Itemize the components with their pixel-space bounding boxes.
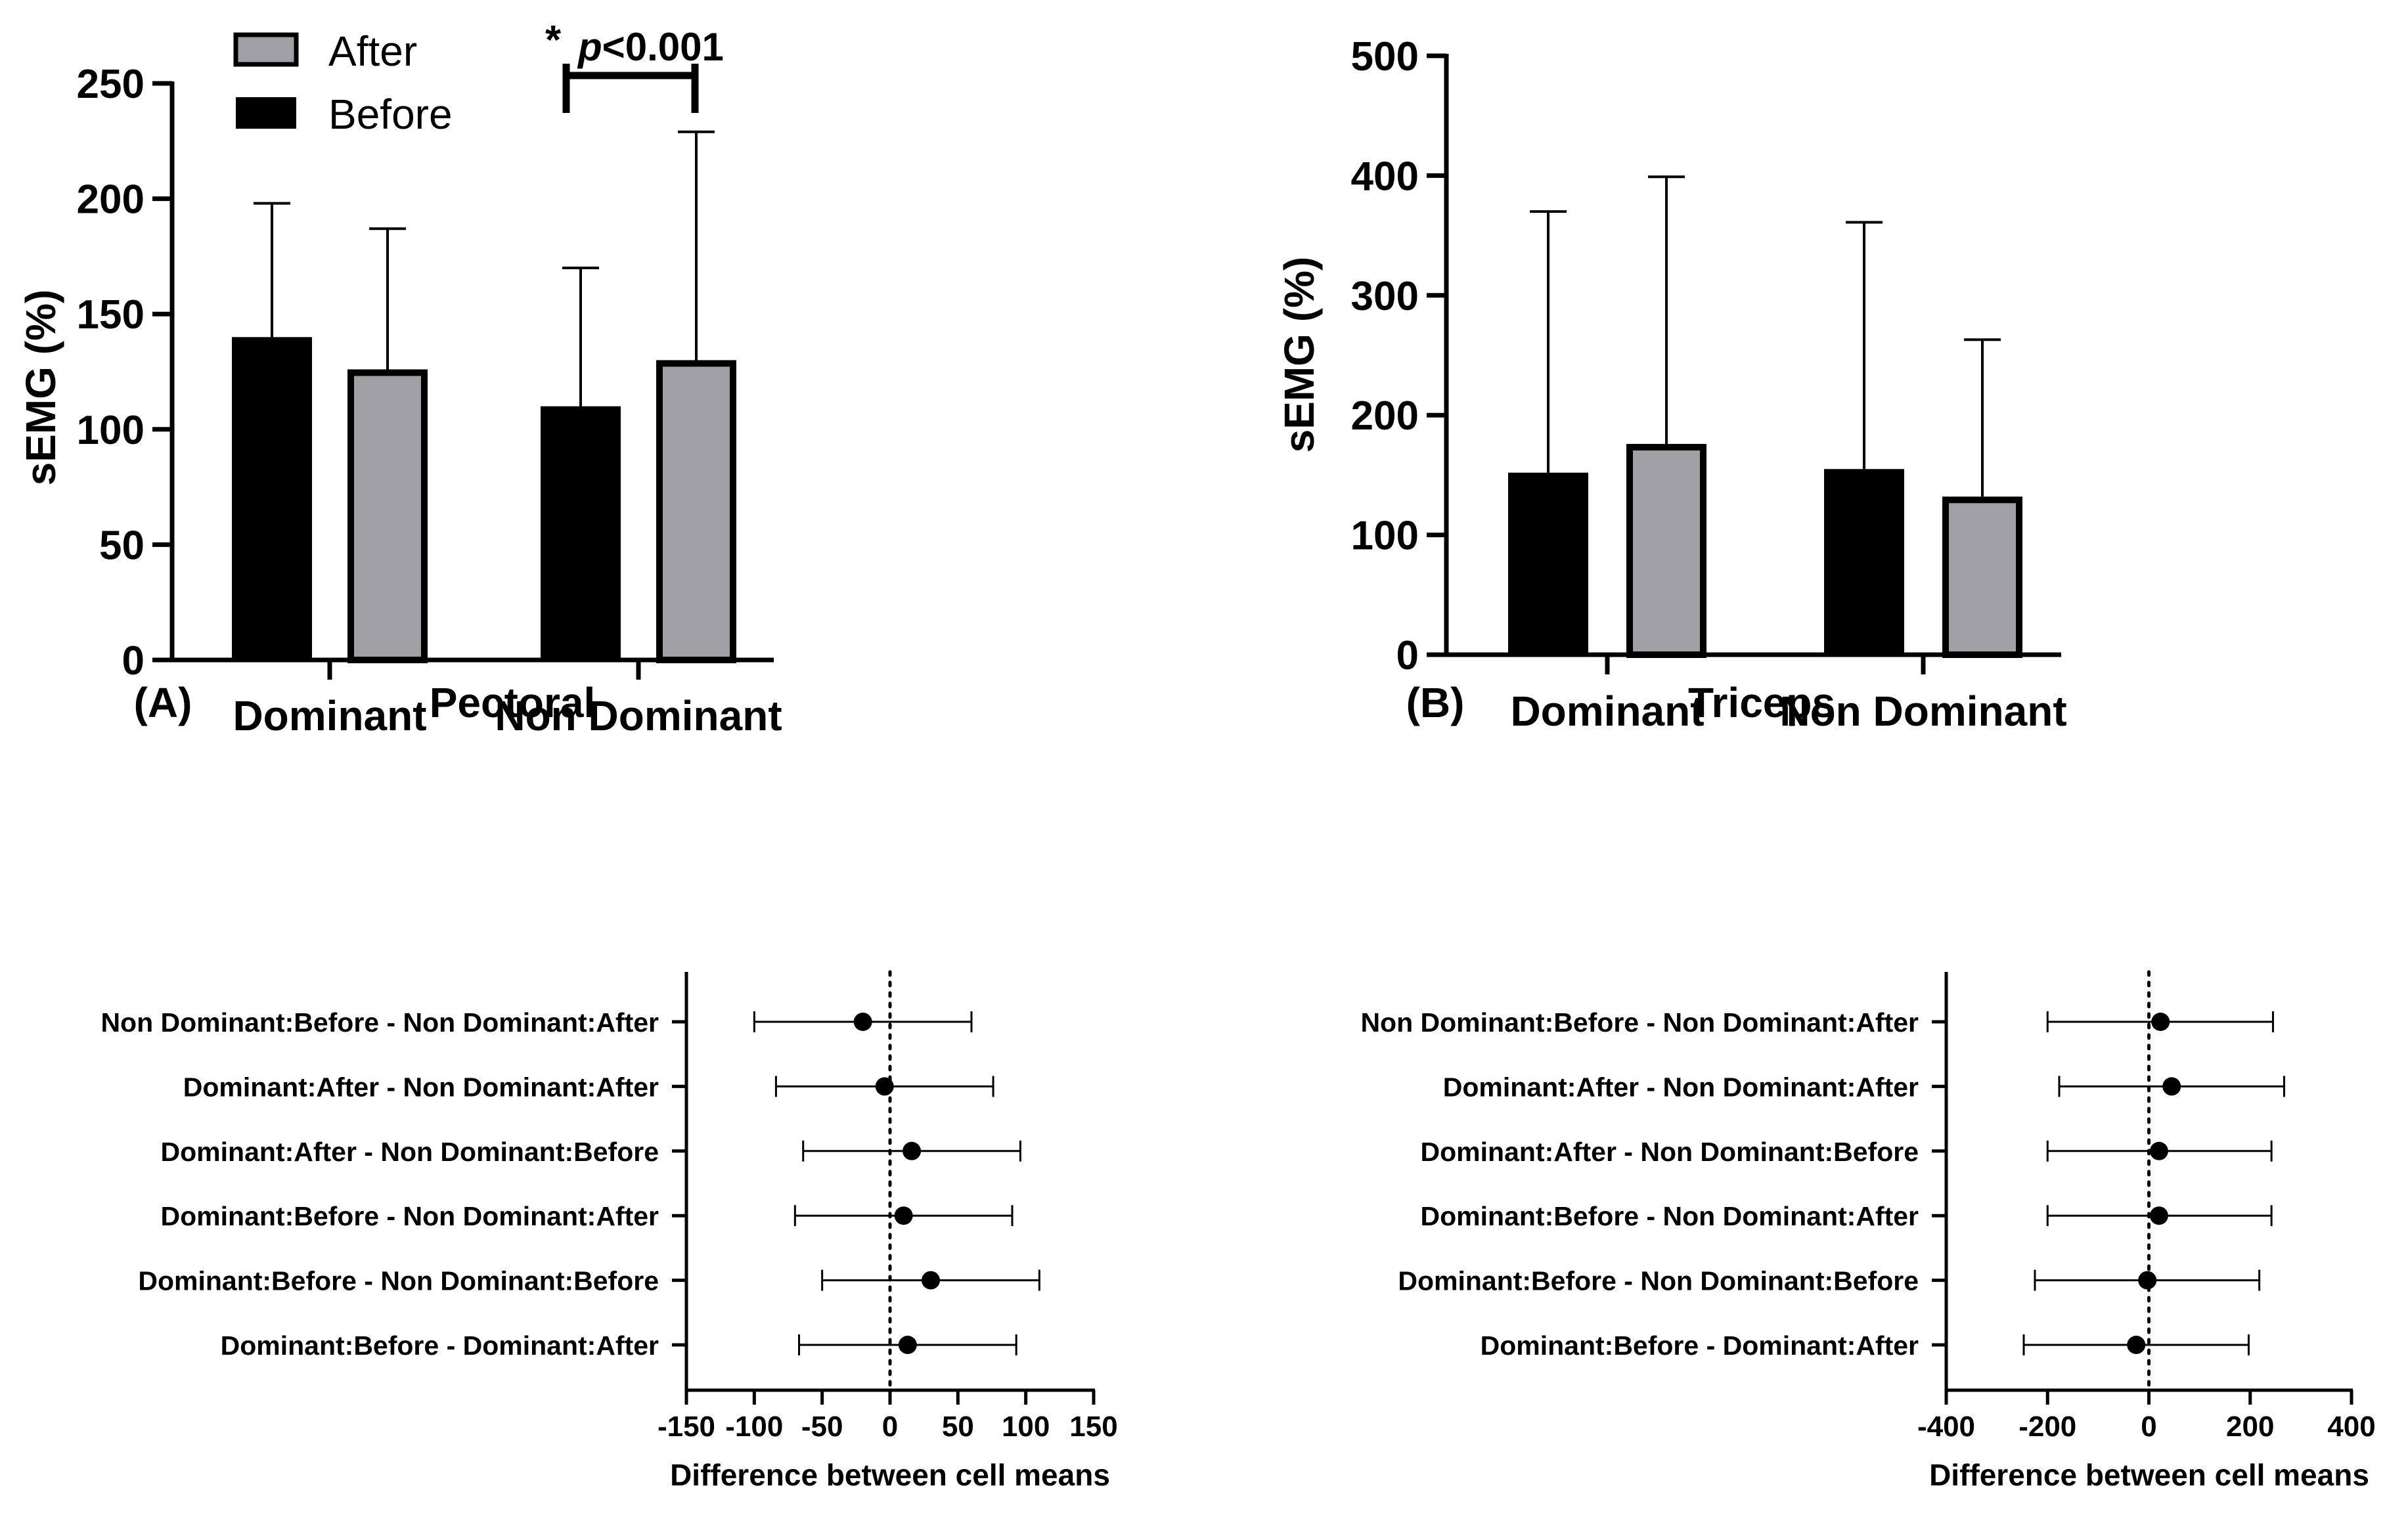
triceps-bar-chart: 0 100 200 300 400 500 Dominant Non Dominant Tri… (1276, 34, 2067, 735)
bar-before-non-dominant (1824, 469, 1904, 655)
x-tick-label: -150 (658, 1411, 715, 1443)
pectoral-difference-marks: -150 -100 -50 0 50 100 150 Non Dominant:Before … (100, 970, 1118, 1443)
comparison-label: Dominant:After - Non Dominant:After (183, 1072, 659, 1102)
bar-before-non-dominant (541, 406, 621, 660)
comparison-label: Dominant:Before - Dominant:After (221, 1330, 659, 1361)
y-tick-label: 0 (122, 638, 145, 684)
x-tick-label: Non Dominant (495, 692, 782, 739)
legend-swatch-before (236, 97, 296, 129)
mean-difference-point (903, 1141, 922, 1160)
x-tick-label: 150 (1069, 1411, 1117, 1443)
mean-difference-point (898, 1336, 917, 1354)
comparison-label: Non Dominant:Before - Non Dominant:After (1360, 1007, 1919, 1038)
x-tick-label: -200 (2018, 1411, 2076, 1443)
x-tick-label: 0 (882, 1411, 898, 1443)
mean-difference-point (2149, 1206, 2168, 1225)
mean-difference-point (922, 1271, 940, 1290)
x-tick-label: Non Dominant (1779, 688, 2066, 735)
mean-difference-point (2162, 1077, 2181, 1096)
triceps-difference-x-axis-label: Difference between cell means (1929, 1458, 2369, 1492)
x-tick-label: 100 (1002, 1411, 1050, 1443)
x-tick-label: 400 (2327, 1411, 2375, 1443)
comparison-label: Dominant:Before - Non Dominant:Before (1398, 1266, 1919, 1296)
y-tick-label: 200 (1351, 393, 1419, 439)
bar-after-dominant (347, 369, 428, 663)
bar-before-dominant (232, 337, 312, 660)
mean-difference-point (894, 1206, 913, 1225)
x-tick-label: -50 (801, 1411, 843, 1443)
bar-after-non-dominant (1942, 496, 2022, 658)
x-tick-label: 50 (942, 1411, 974, 1443)
legend-label-before: Before (328, 91, 453, 138)
x-tick-label: Dominant (1510, 688, 1704, 735)
y-tick-label: 300 (1351, 274, 1419, 319)
pectoral-y-axis-label: sEMG (%) (17, 290, 64, 486)
bar-after-dominant (1626, 443, 1706, 658)
comparison-label: Dominant:After - Non Dominant:After (1443, 1072, 1919, 1102)
y-tick-label: 150 (77, 292, 145, 338)
p-value-threshold: <0.001 (602, 25, 724, 69)
triceps-title: Triceps (1688, 679, 1835, 726)
comparison-label: Dominant:After - Non Dominant:Before (161, 1137, 659, 1167)
y-tick-label: 500 (1351, 34, 1419, 79)
y-tick-label: 200 (77, 177, 145, 223)
p-value-symbol: p (577, 25, 602, 69)
triceps-marks: 0 100 200 300 400 500 Dominant Non Dominant (1351, 34, 2067, 735)
triceps-y-axis-label: sEMG (%) (1276, 257, 1323, 453)
mean-difference-point (2151, 1013, 2170, 1031)
comparison-label: Dominant:Before - Non Dominant:Before (138, 1266, 659, 1296)
significance-annotation: * p<0.001 (545, 18, 724, 113)
legend-label-after: After (328, 28, 417, 75)
triceps-difference-plot: -400 -200 0 200 400 Non Dominant:Before - Non… (1360, 970, 2376, 1492)
mean-difference-point (2127, 1336, 2146, 1354)
svg-text:p<0.001: p<0.001 (577, 25, 724, 69)
significance-star: * (545, 18, 562, 63)
legend-swatch-after (233, 32, 299, 67)
triceps-panel-label: (B) (1406, 679, 1465, 726)
comparison-label: Dominant:After - Non Dominant:Before (1421, 1137, 1919, 1167)
comparison-label: Dominant:Before - Dominant:After (1481, 1330, 1919, 1361)
bar-after-non-dominant (656, 360, 736, 663)
pectoral-panel-label: (A) (134, 679, 192, 726)
mean-difference-point (875, 1077, 894, 1096)
mean-difference-point (853, 1013, 872, 1031)
y-tick-label: 50 (99, 523, 145, 568)
significance-bracket (562, 64, 699, 113)
y-tick-label: 100 (77, 408, 145, 453)
pectoral-difference-x-axis-label: Difference between cell means (670, 1458, 1110, 1492)
y-tick-label: 0 (1396, 633, 1419, 678)
comparison-label: Dominant:Before - Non Dominant:After (161, 1201, 659, 1231)
y-tick-label: 250 (77, 62, 145, 107)
legend: After Before (233, 28, 453, 138)
x-tick-label: Dominant (233, 692, 426, 739)
y-tick-label: 100 (1351, 514, 1419, 559)
x-tick-label: 200 (2226, 1411, 2274, 1443)
pectoral-bar-chart: 0 50 100 150 200 250 Dominant Non Dominant Pect… (17, 18, 782, 739)
triceps-difference-marks: -400 -200 0 200 400 Non Dominant:Before - Non… (1360, 970, 2376, 1443)
pectoral-difference-plot: -150 -100 -50 0 50 100 150 Non Dominant:Before … (100, 970, 1118, 1492)
mean-difference-point (2138, 1271, 2157, 1290)
x-tick-label: -100 (725, 1411, 783, 1443)
mean-difference-point (2149, 1141, 2168, 1160)
pectoral-title: Pectoral (430, 679, 596, 726)
bar-before-dominant (1508, 472, 1588, 655)
x-tick-label: 0 (2141, 1411, 2156, 1443)
comparison-label: Dominant:Before - Non Dominant:After (1421, 1201, 1919, 1231)
x-tick-label: -400 (1917, 1411, 1975, 1443)
pectoral-marks: 0 50 100 150 200 250 Dominant Non Dominant (77, 62, 782, 739)
comparison-label: Non Dominant:Before - Non Dominant:After (100, 1007, 659, 1038)
y-tick-label: 400 (1351, 154, 1419, 199)
